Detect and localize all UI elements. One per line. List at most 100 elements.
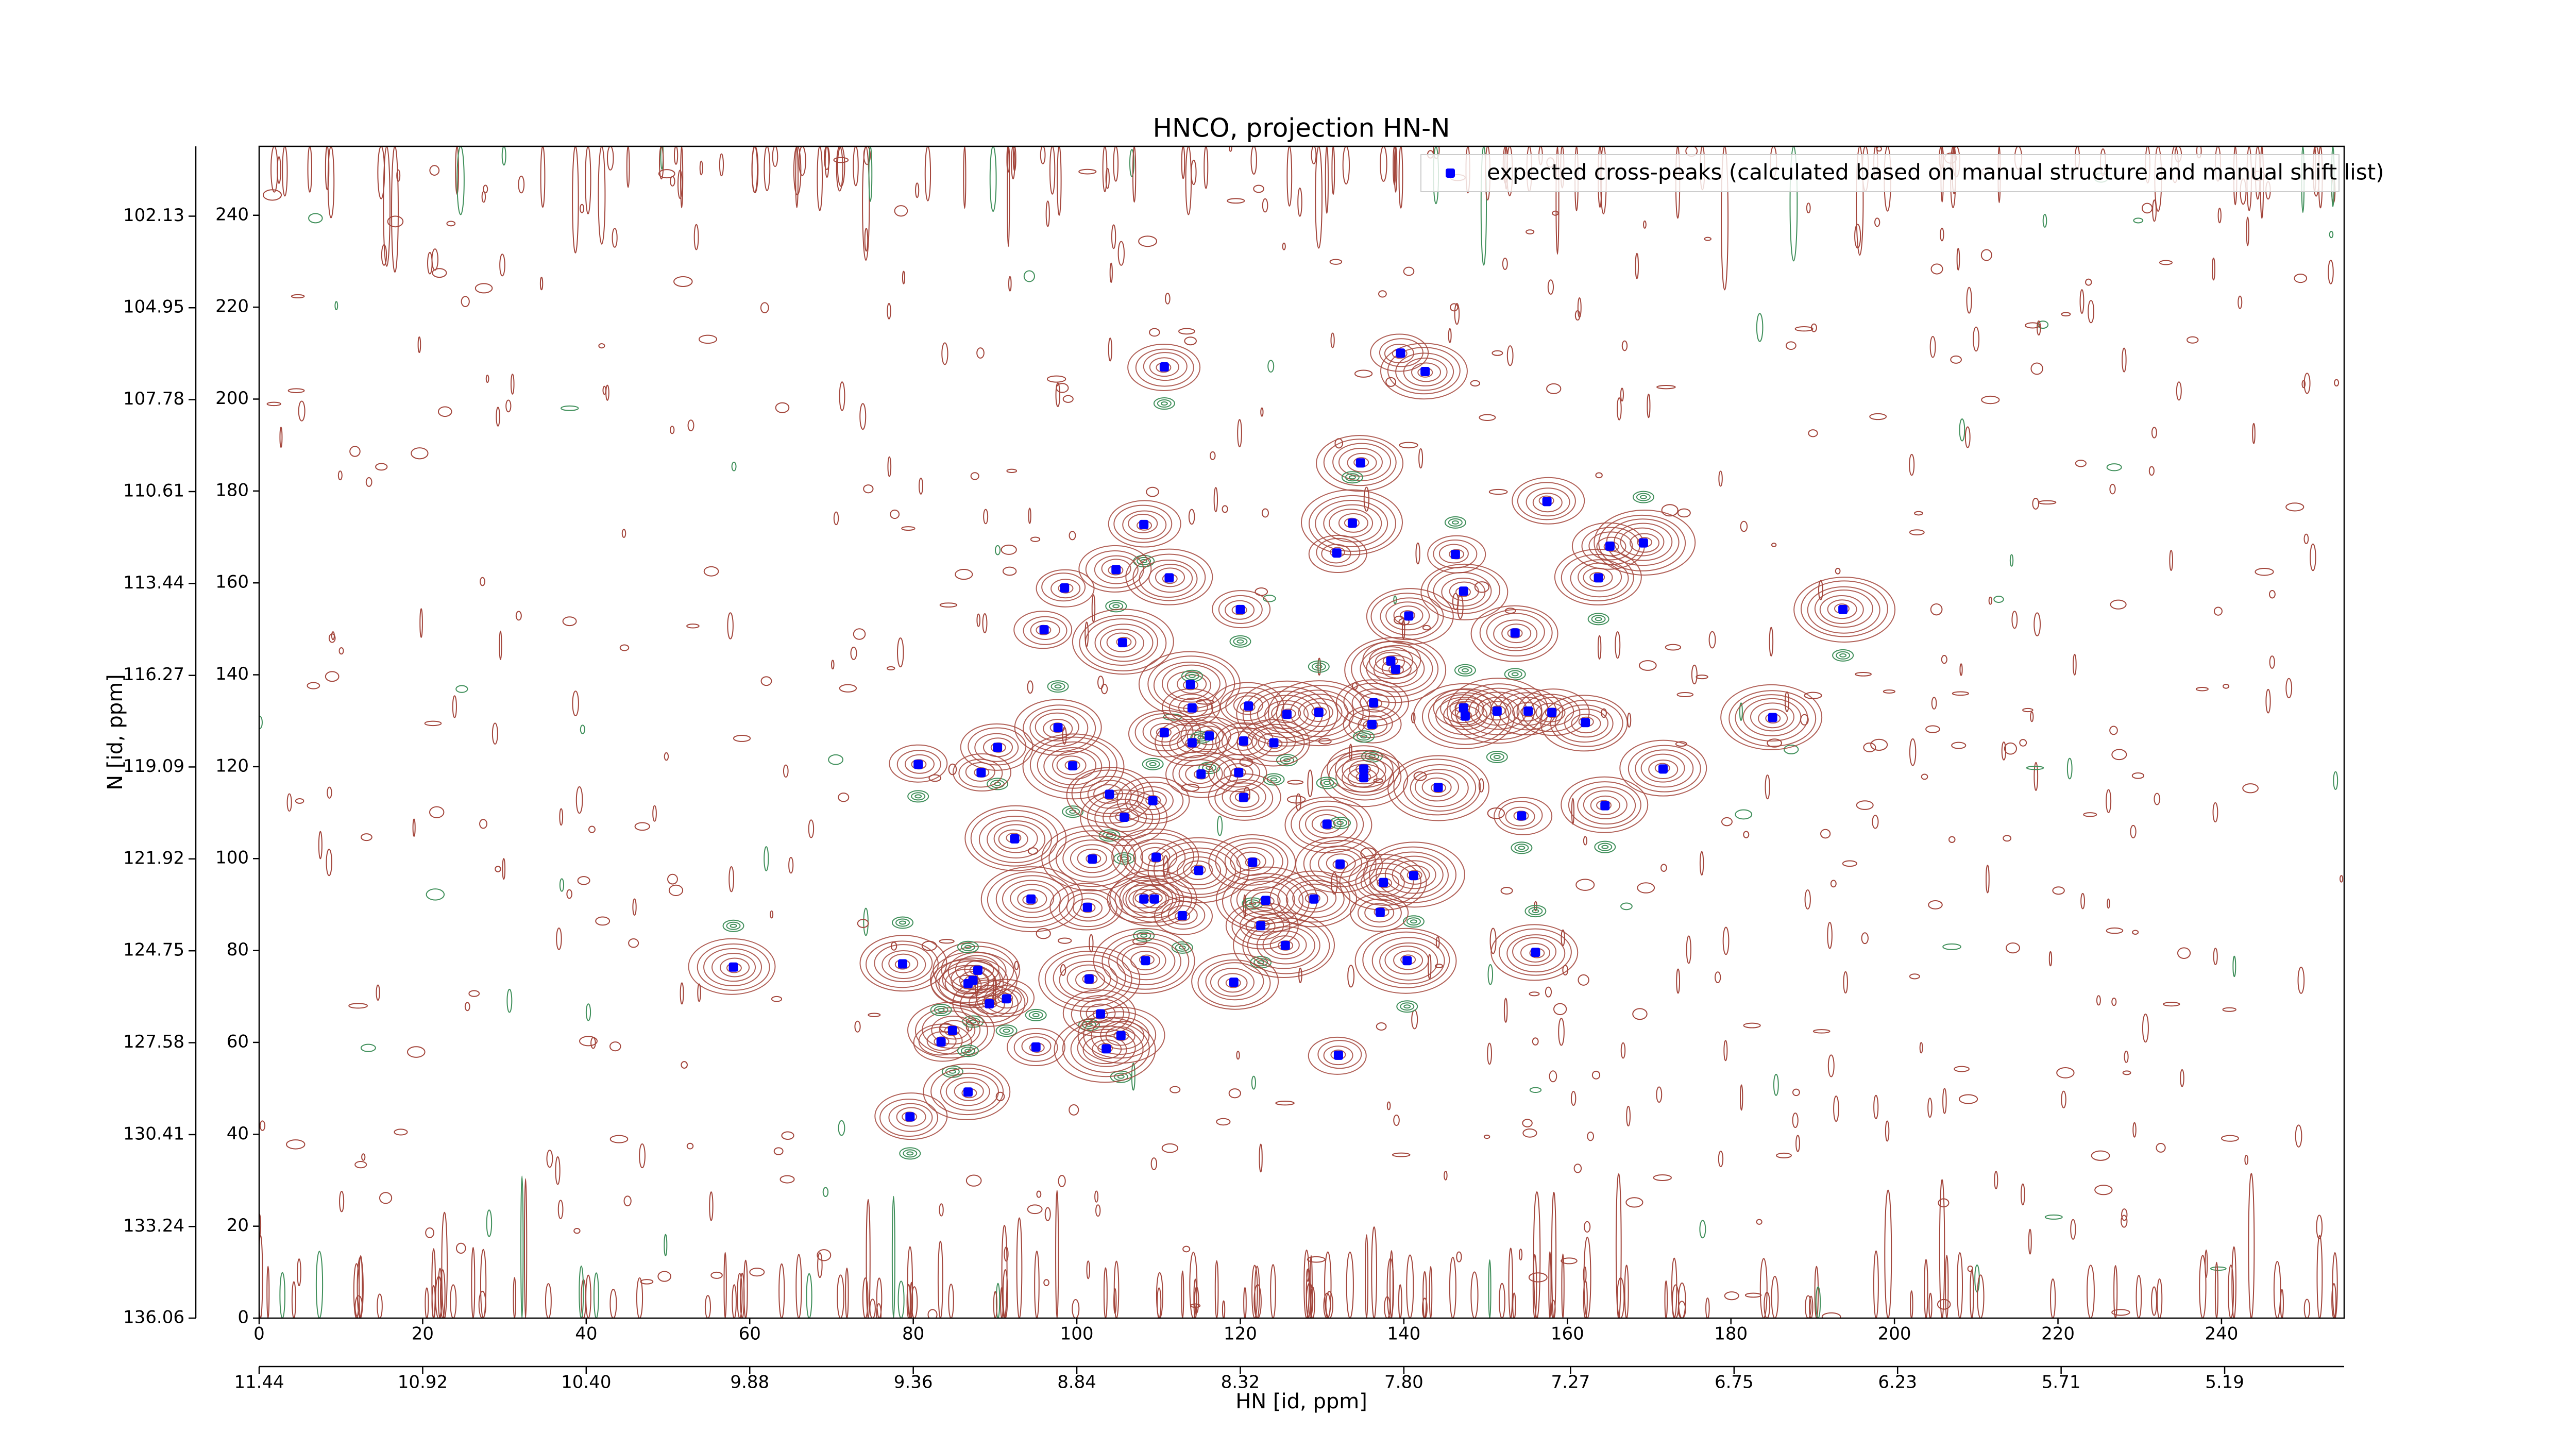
- peak-contour: [1524, 905, 1547, 918]
- edge-streak: [737, 1273, 743, 1318]
- noise-contour: [492, 722, 498, 745]
- noise-contour: [2021, 1183, 2025, 1206]
- noise-contour: [590, 1037, 596, 1049]
- peak-contour: [1284, 796, 1372, 853]
- noise-contour: [1547, 279, 1554, 295]
- noise-contour: [2088, 300, 2095, 324]
- peak-contour: [904, 754, 935, 774]
- peak-contour: [1395, 352, 1454, 391]
- noise-contour: [417, 336, 421, 353]
- noise-contour: [1474, 581, 1489, 593]
- peak-contour: [1017, 889, 1047, 909]
- cross-peak: [1010, 834, 1020, 844]
- edge-streak: [1664, 1280, 1668, 1318]
- noise-contour: [1885, 1120, 1890, 1142]
- noise-contour: [1546, 383, 1562, 394]
- cross-peak: [1309, 894, 1319, 904]
- peak-contour: [1178, 945, 1186, 950]
- edge-streak: [377, 1293, 383, 1318]
- cross-peak: [1101, 1044, 1111, 1054]
- noise-contour: [831, 660, 835, 670]
- peak-contour: [1315, 664, 1323, 669]
- noise-contour: [1415, 542, 1420, 565]
- noise-contour: [510, 374, 515, 395]
- noise-contour: [1872, 815, 1879, 829]
- peak-contour: [1814, 589, 1873, 628]
- peak-contour: [952, 974, 982, 995]
- noise-contour: [580, 204, 585, 213]
- noise-contour: [2011, 611, 2018, 629]
- cross-peak: [1369, 698, 1379, 707]
- noise-contour: [2109, 726, 2118, 735]
- cross-peak: [1605, 541, 1615, 551]
- peak-contour: [1393, 759, 1481, 816]
- peak-contour: [1185, 764, 1215, 784]
- peak-contour: [1233, 912, 1335, 979]
- peak-contour: [1167, 905, 1198, 925]
- peak-contour: [1353, 730, 1375, 743]
- noise-contour: [1109, 262, 1113, 283]
- peak-contour: [1047, 680, 1069, 693]
- noise-contour: [2131, 772, 2145, 779]
- peak-contour: [1380, 343, 1468, 400]
- peak-contour: [1233, 695, 1263, 715]
- x-tick-label: 140: [1387, 1324, 1420, 1344]
- peak-contour: [945, 1067, 960, 1076]
- noise-contour: [1724, 1291, 1739, 1301]
- noise-contour: [1307, 1256, 1326, 1263]
- peak-contour: [1038, 946, 1141, 1013]
- noise-contour: [1656, 1086, 1663, 1103]
- noise-contour: [2028, 1228, 2032, 1255]
- peak-contour: [1370, 333, 1429, 372]
- peak-contour: [1236, 680, 1338, 747]
- y-tick-label: 40: [227, 1123, 249, 1144]
- noise-contour: [927, 1309, 938, 1318]
- peak-contour: [1639, 495, 1647, 499]
- noise-contour: [970, 472, 979, 480]
- cross-peak: [1600, 801, 1610, 811]
- noise-contour: [1810, 323, 1817, 332]
- noise-contour: [1487, 1042, 1492, 1065]
- edge-streak: [1250, 146, 1257, 175]
- peak-contour: [1554, 704, 1614, 743]
- noise-contour: [2213, 948, 2218, 965]
- noise-contour: [1329, 259, 1343, 265]
- peak-contour: [896, 1107, 926, 1127]
- noise-contour: [612, 228, 618, 248]
- noise-contour: [890, 509, 900, 519]
- edge-streak: [772, 146, 778, 167]
- noise-contour: [1001, 544, 1017, 555]
- noise-contour: [499, 630, 502, 660]
- cross-peak: [1256, 921, 1266, 931]
- x2-tick-label: 9.88: [730, 1372, 769, 1393]
- edge-streak: [383, 146, 391, 267]
- peak-contour: [1362, 931, 1450, 988]
- noise-contour: [461, 296, 470, 307]
- noise-contour: [331, 631, 335, 641]
- noise-contour: [1843, 971, 1848, 994]
- peak-contour: [993, 824, 1038, 853]
- x-tick-label: 0: [253, 1324, 265, 1344]
- y2-tick-label: 107.78: [123, 389, 184, 409]
- edge-streak: [989, 146, 997, 212]
- peak-contour: [1494, 797, 1553, 835]
- x2-tick-label: 8.84: [1057, 1372, 1096, 1393]
- edge-streak: [1705, 1297, 1710, 1318]
- peak-contour: [1054, 684, 1062, 689]
- edge-streak: [1057, 146, 1062, 216]
- noise-contour: [1002, 566, 1017, 576]
- cross-peak: [1244, 701, 1253, 711]
- peak-contour: [1094, 799, 1154, 837]
- peak-contour: [1326, 853, 1356, 873]
- peak-contour: [1242, 917, 1330, 974]
- peak-contour: [1742, 698, 1802, 736]
- noise-contour: [2222, 1007, 2236, 1012]
- edge-streak: [2214, 1261, 2219, 1318]
- noise-contour: [2122, 1070, 2131, 1075]
- noise-contour: [1635, 252, 1639, 279]
- y-axis-label: N [id, ppm]: [104, 674, 127, 790]
- y-tick-label: 120: [215, 755, 249, 776]
- noise-contour: [1773, 1073, 1779, 1096]
- peak-contour: [1006, 1028, 1065, 1067]
- peak-contour: [1224, 842, 1283, 881]
